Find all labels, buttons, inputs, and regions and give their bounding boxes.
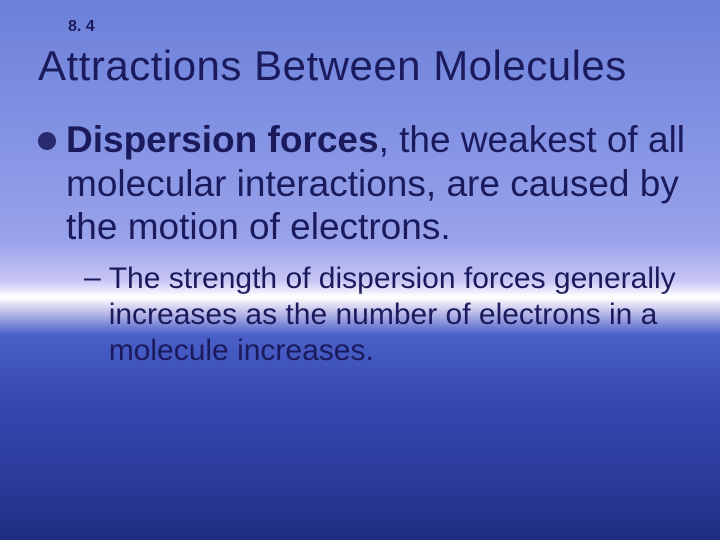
section-number: 8. 4 (68, 18, 690, 36)
bullet-lead-bold: Dispersion forces (66, 119, 379, 160)
sub-bullet-text: The strength of dispersion forces genera… (109, 261, 690, 369)
slide-title: Attractions Between Molecules (38, 42, 690, 90)
dash-icon: – (84, 261, 101, 295)
sub-bullet-item: – The strength of dispersion forces gene… (84, 261, 690, 369)
bullet-item: Dispersion forces, the weakest of all mo… (38, 118, 690, 249)
bullet-text: Dispersion forces, the weakest of all mo… (66, 118, 690, 249)
bullet-icon (38, 132, 56, 150)
slide: 8. 4 Attractions Between Molecules Dispe… (0, 0, 720, 540)
